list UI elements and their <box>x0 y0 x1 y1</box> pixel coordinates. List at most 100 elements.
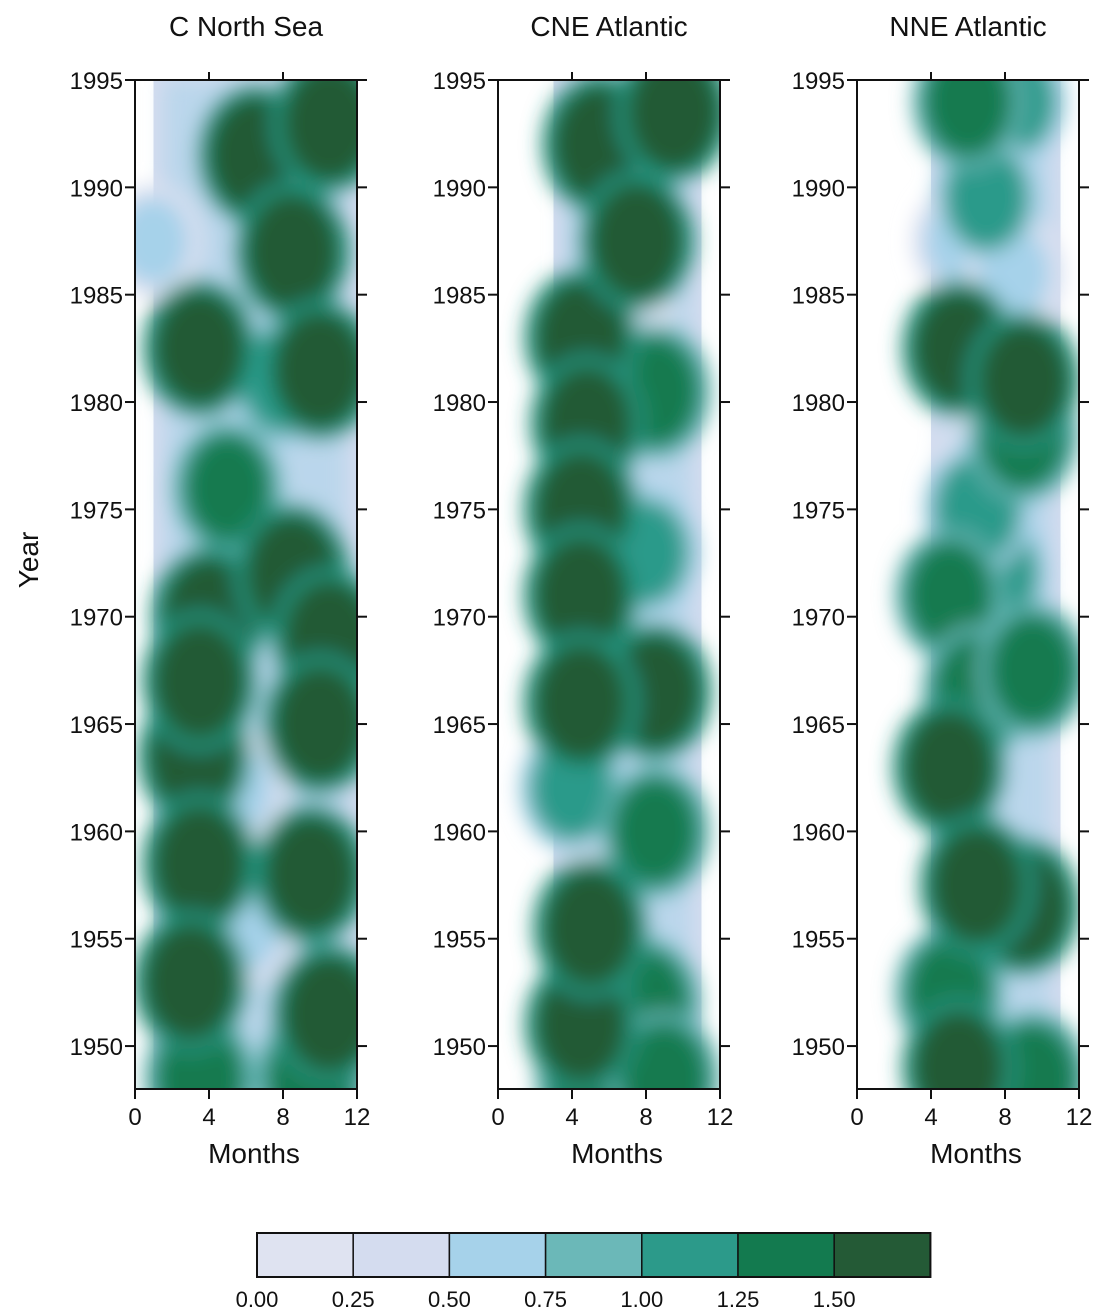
y-tick-label: 1975 <box>792 497 845 524</box>
data-blob <box>980 325 1067 436</box>
x-tick-label: 0 <box>850 1104 863 1131</box>
plot-area <box>498 80 720 1089</box>
colorbar-cell <box>352 1232 451 1278</box>
y-tick-label: 1955 <box>70 927 123 954</box>
data-blob <box>155 624 244 738</box>
panel-title: CNE Atlantic <box>530 11 687 42</box>
x-axis-label: Months <box>208 1138 300 1169</box>
y-tick-label: 1975 <box>70 497 123 524</box>
panels-group: C North Sea 1950 1955 1960 1965 1970 1975 1980 1… <box>70 11 1093 1169</box>
panel-1: C North Sea 1950 1955 1960 1965 1970 1975 1980 1… <box>70 11 371 1169</box>
colorbar-tick-label: 0.50 <box>428 1287 471 1312</box>
x-axis-label: Months <box>930 1138 1022 1169</box>
data-blob <box>146 925 235 1039</box>
y-tick-label: 1965 <box>70 712 123 739</box>
x-tick-label: 4 <box>202 1104 215 1131</box>
y-tick-label: 1970 <box>433 605 486 632</box>
data-blob <box>156 293 243 404</box>
plot-area <box>857 80 1079 1089</box>
x-tick-label: 8 <box>639 1104 652 1131</box>
y-axis-label: Year <box>13 532 44 589</box>
data-blob <box>285 80 357 180</box>
data-blob <box>276 667 357 781</box>
data-blob <box>546 871 635 985</box>
y-tick-label: 1995 <box>792 68 845 95</box>
data-blob <box>538 969 625 1080</box>
data-blob <box>947 148 1026 248</box>
y-tick-label: 1985 <box>70 283 123 310</box>
x-tick-label: 4 <box>924 1104 937 1131</box>
data-blob <box>915 1012 1002 1089</box>
colorbar-tick-label: 1.00 <box>620 1287 663 1312</box>
data-blob <box>933 828 1022 942</box>
data-blob <box>155 807 244 920</box>
plot-area <box>135 80 357 1089</box>
x-tick-label: 12 <box>1066 1104 1093 1131</box>
colorbar-tick-label: 1.50 <box>813 1287 856 1312</box>
x-tick-label: 0 <box>128 1104 141 1131</box>
data-blob <box>537 646 626 759</box>
panel-title: C North Sea <box>169 11 323 42</box>
y-tick-label: 1960 <box>433 819 486 846</box>
y-tick-label: 1960 <box>70 819 123 846</box>
y-tick-label: 1960 <box>792 819 845 846</box>
colorbar-tick-label: 0.00 <box>236 1287 279 1312</box>
y-tick-label: 1955 <box>792 927 845 954</box>
y-tick-label: 1950 <box>433 1034 486 1061</box>
y-tick-label: 1995 <box>433 68 486 95</box>
data-blob <box>614 779 697 884</box>
x-tick-label: 8 <box>998 1104 1011 1131</box>
colorbar-frame <box>256 1232 932 1278</box>
panel-3: NNE Atlantic 1950 1955 1960 1965 1970 1975 1980… <box>792 11 1093 1169</box>
plot-frame <box>856 79 1080 1090</box>
data-blob <box>990 616 1075 724</box>
data-blob <box>285 957 357 1071</box>
y-tick-label: 1965 <box>433 712 486 739</box>
y-tick-label: 1975 <box>433 497 486 524</box>
y-tick-label: 1970 <box>70 605 123 632</box>
y-tick-label: 1950 <box>70 1034 123 1061</box>
y-tick-label: 1950 <box>792 1034 845 1061</box>
y-tick-label: 1955 <box>433 927 486 954</box>
x-tick-label: 12 <box>707 1104 734 1131</box>
colorbar-cell <box>448 1232 547 1278</box>
colorbar: 0.00 0.25 0.50 0.75 1.00 1.25 1.50 <box>236 1232 932 1312</box>
data-blob <box>906 711 993 822</box>
data-blob <box>592 184 681 298</box>
y-tick-label: 1980 <box>792 390 845 417</box>
x-tick-label: 8 <box>276 1104 289 1131</box>
colorbar-cell <box>833 1232 932 1278</box>
colorbar-tick-label: 0.75 <box>524 1287 567 1312</box>
y-tick-label: 1990 <box>792 175 845 202</box>
data-blob <box>622 1024 707 1089</box>
data-blob <box>266 817 355 931</box>
colorbar-cell <box>737 1232 835 1278</box>
y-tick-label: 1990 <box>70 175 123 202</box>
y-tick-label: 1980 <box>70 390 123 417</box>
x-tick-label: 12 <box>344 1104 371 1131</box>
x-tick-label: 0 <box>491 1104 504 1131</box>
colorbar-tick-label: 1.25 <box>717 1287 760 1312</box>
colorbar-cell <box>544 1232 643 1278</box>
panel-title: NNE Atlantic <box>889 11 1046 42</box>
x-tick-label: 4 <box>565 1104 578 1131</box>
y-tick-label: 1995 <box>70 68 123 95</box>
data-blob <box>135 198 188 284</box>
data-blob <box>537 538 626 652</box>
y-tick-label: 1985 <box>433 283 486 310</box>
data-blob <box>926 80 1010 156</box>
data-blob <box>186 435 269 541</box>
plot-frame <box>134 79 358 1090</box>
panel-2: CNE Atlantic 1950 1955 1960 1965 1970 1975 1980… <box>433 11 734 1169</box>
colorbar-tick-label: 0.25 <box>332 1287 375 1312</box>
data-blob <box>908 543 991 648</box>
data-blob <box>276 313 357 427</box>
y-tick-label: 1965 <box>792 712 845 739</box>
y-tick-label: 1970 <box>792 605 845 632</box>
plot-frame <box>497 79 721 1090</box>
x-axis-label: Months <box>571 1138 663 1169</box>
colorbar-cell <box>641 1232 739 1278</box>
colorbar-cell <box>256 1232 354 1278</box>
y-tick-label: 1990 <box>433 175 486 202</box>
